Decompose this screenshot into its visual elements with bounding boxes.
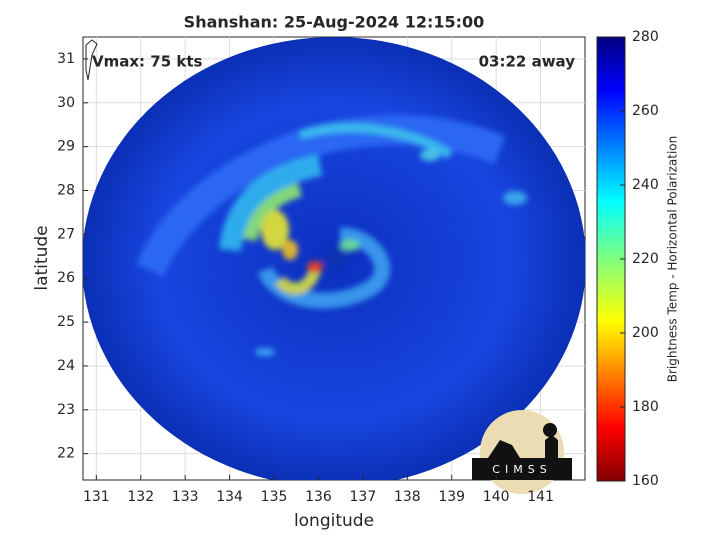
x-tick-label: 141 — [527, 489, 554, 505]
x-tick-label: 139 — [438, 489, 465, 505]
colorbar-tick-label: 200 — [632, 325, 659, 341]
colorbar-label: Brightness Temp - Horizontal Polarizatio… — [666, 136, 680, 383]
chart-title: Shanshan: 25-Aug-2024 12:15:00 — [184, 13, 485, 32]
colorbar-tick-label: 180 — [632, 399, 659, 415]
colorbar-tick-label: 280 — [632, 29, 659, 45]
colorbar-tick-label: 260 — [632, 103, 659, 119]
colorbar-tick-label: 160 — [632, 473, 659, 489]
y-tick-label: 24 — [57, 358, 75, 374]
x-tick-label: 135 — [261, 489, 288, 505]
y-tick-label: 30 — [57, 95, 75, 111]
annotation: Vmax: 75 kts — [92, 53, 202, 71]
y-tick-label: 23 — [57, 402, 75, 418]
y-axis-label: latitude — [32, 225, 52, 290]
logo-text: CIMSS — [492, 463, 551, 476]
x-tick-label: 136 — [305, 489, 332, 505]
logo: CIMSS — [472, 410, 572, 494]
annotation: 03:22 away — [479, 53, 576, 71]
x-axis-label: longitude — [294, 511, 374, 531]
x-tick-label: 140 — [483, 489, 510, 505]
y-tick-label: 27 — [57, 226, 75, 242]
y-tick-label: 22 — [57, 446, 75, 462]
y-tick-label: 28 — [57, 183, 75, 199]
y-tick-label: 31 — [57, 51, 75, 67]
x-tick-label: 138 — [394, 489, 421, 505]
colorbar-tick-label: 220 — [632, 251, 659, 267]
satellite-swath — [83, 37, 585, 480]
x-tick-label: 134 — [216, 489, 243, 505]
y-tick-label: 29 — [57, 139, 75, 155]
colorbar-tick-label: 240 — [632, 177, 659, 193]
x-tick-label: 131 — [83, 489, 110, 505]
y-tick-label: 26 — [57, 270, 75, 286]
x-tick-label: 132 — [127, 489, 154, 505]
x-tick-label: 137 — [350, 489, 377, 505]
y-tick-label: 25 — [57, 314, 75, 330]
x-tick-label: 133 — [172, 489, 199, 505]
